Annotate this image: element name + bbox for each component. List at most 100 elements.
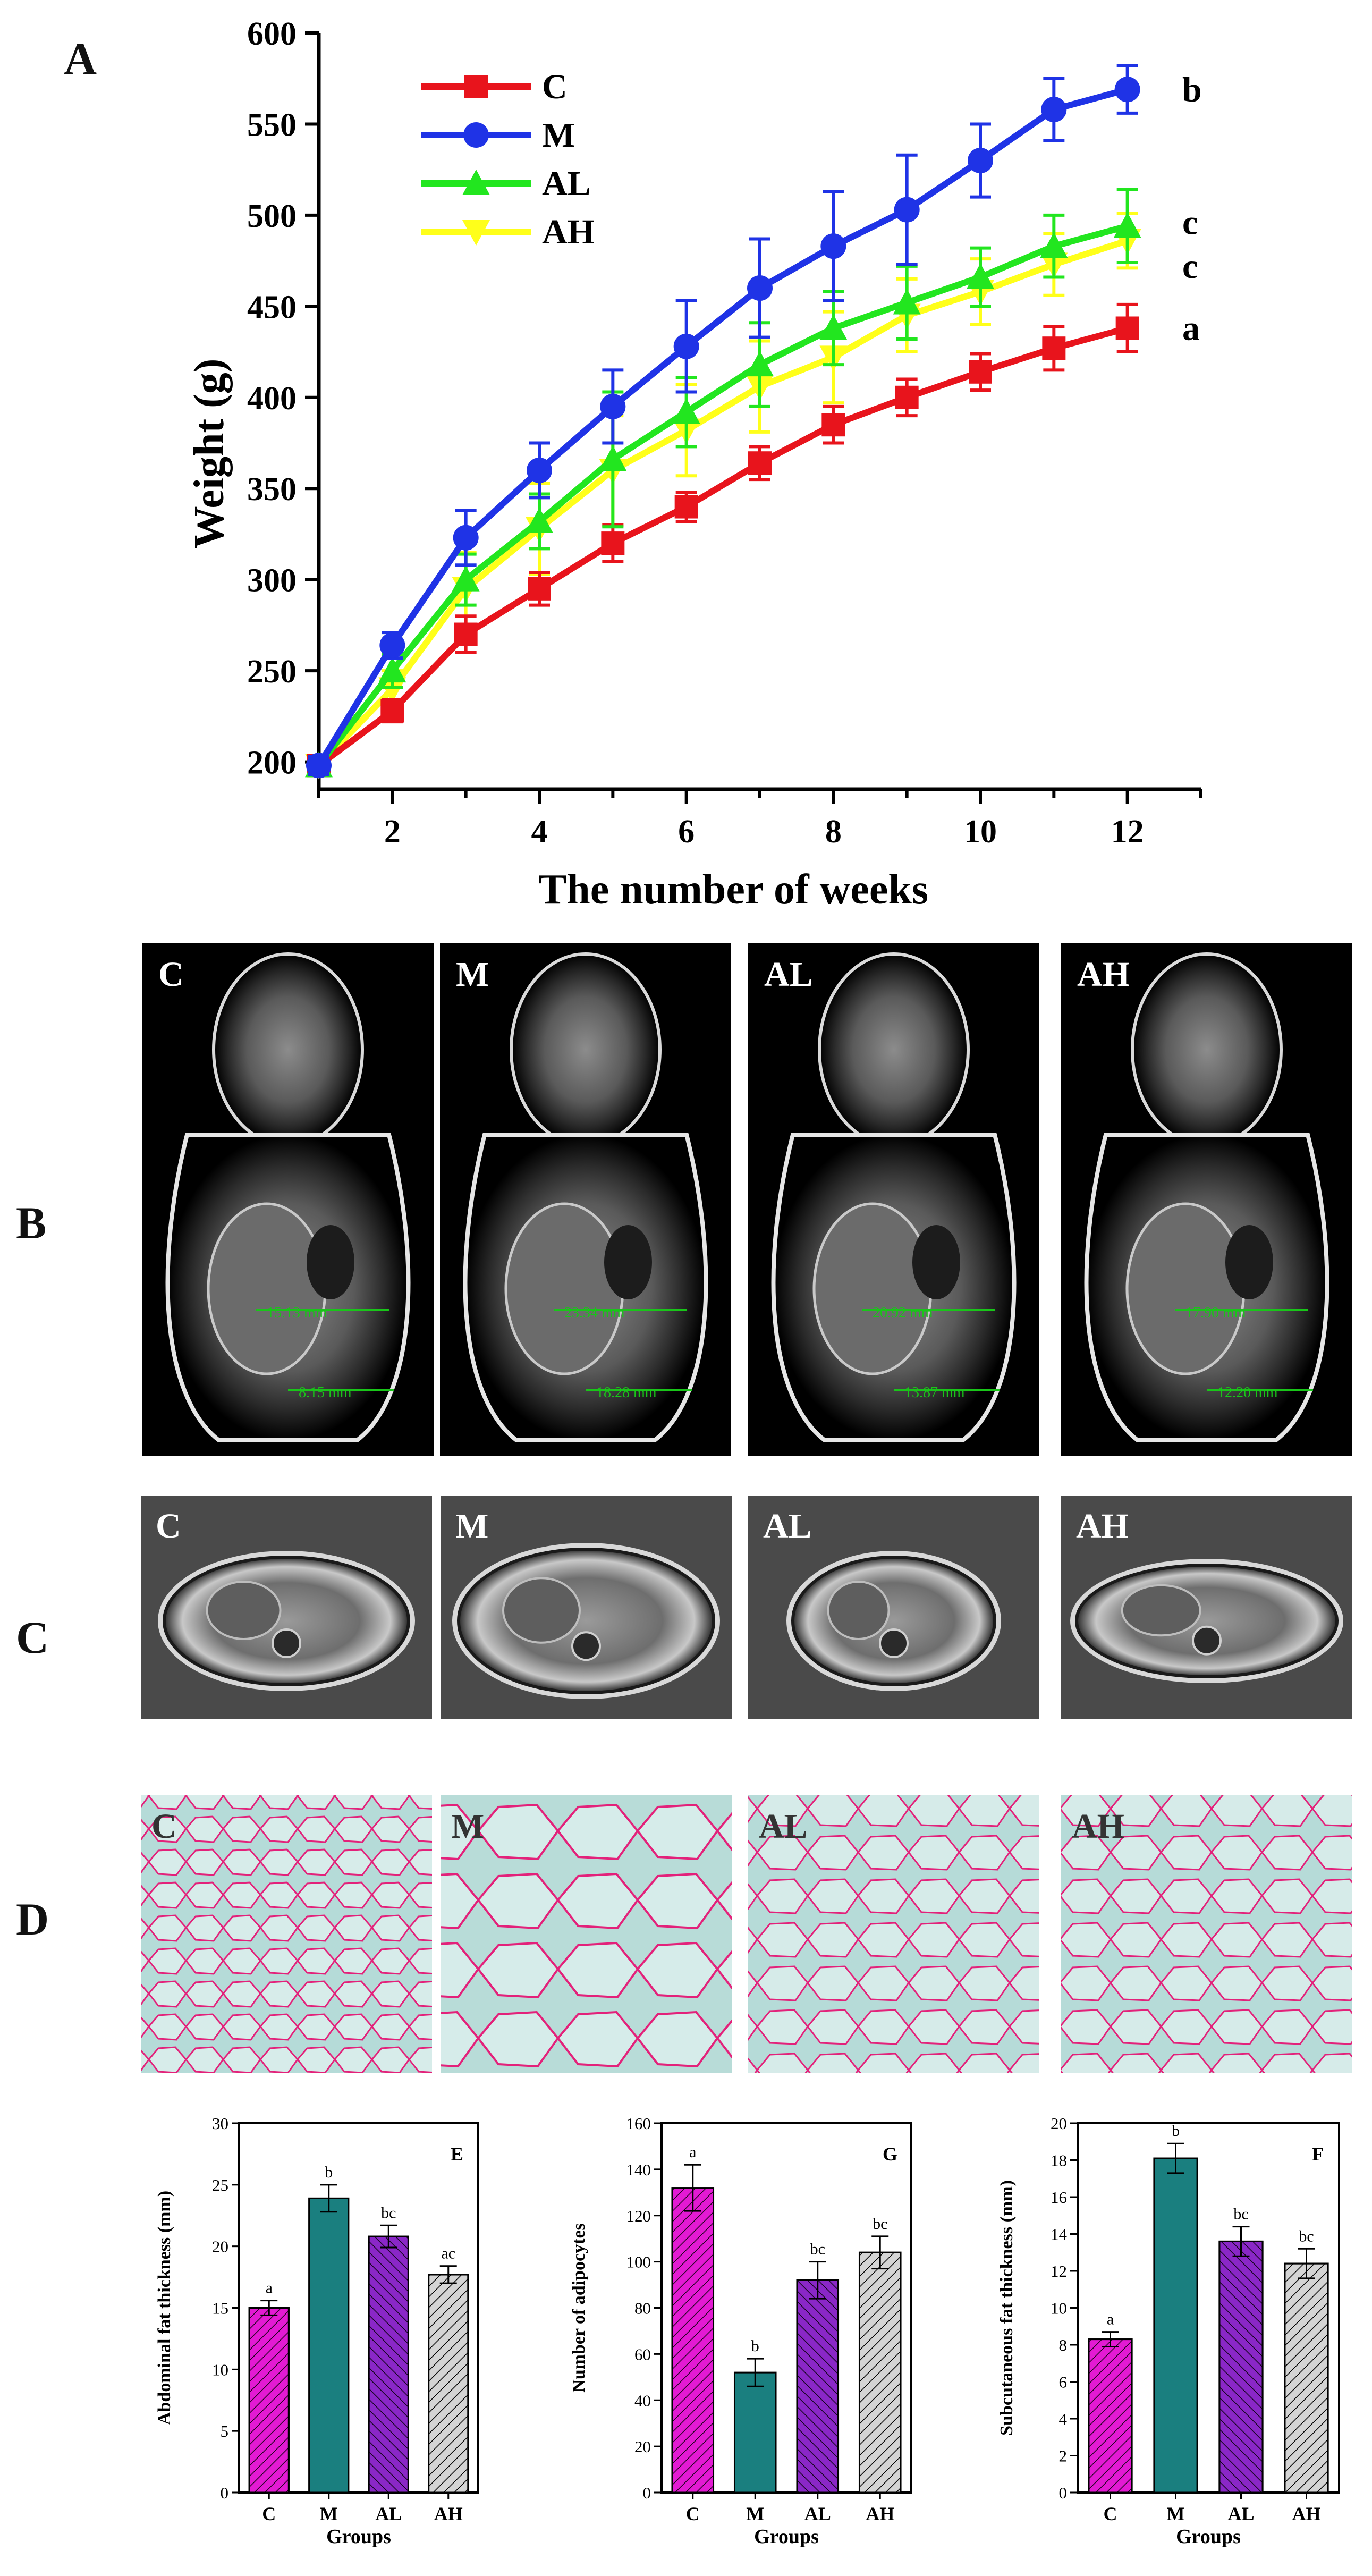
y-tick-label: 500	[247, 198, 297, 234]
mri-kidney	[307, 1225, 354, 1299]
data-point	[967, 263, 994, 289]
subcutaneous-fat-bar-chart: 02468101214161820aCbMbcALbcAHFGroupsSubc…	[997, 2114, 1340, 2548]
y-tick-label: 450	[247, 289, 297, 325]
bar-group: bM	[733, 2337, 777, 2524]
series-m	[306, 64, 1140, 779]
mri-axial-body	[457, 1548, 715, 1694]
data-point	[820, 233, 846, 259]
legend-marker	[463, 122, 489, 148]
series-c	[307, 302, 1139, 778]
panel-label: F	[1312, 2143, 1324, 2165]
y-tick-label: 60	[634, 2345, 651, 2363]
sig-label: b	[751, 2337, 759, 2355]
x-tick-label: AH	[434, 2503, 463, 2524]
measurement-text: 17.90 mm	[1185, 1305, 1246, 1321]
data-point	[379, 632, 405, 658]
y-tick-label: 4	[1059, 2410, 1068, 2428]
data-point	[748, 451, 772, 475]
histology-image: M	[441, 1795, 732, 2073]
y-axis-title: Number of adipocytes	[569, 2223, 589, 2393]
histology-panel: C M AL AH	[141, 1795, 1352, 2073]
y-tick-label: 350	[247, 471, 297, 508]
x-tick-label: 2	[384, 814, 401, 850]
data-point	[453, 525, 479, 551]
bar-group: bc AL	[368, 2204, 409, 2524]
panel-label: E	[451, 2143, 463, 2165]
data-point	[1042, 336, 1066, 360]
data-point	[821, 413, 845, 437]
x-tick-label: AH	[866, 2503, 894, 2524]
mri-intestine	[502, 1577, 581, 1644]
legend-label: AH	[542, 213, 595, 251]
bar-hatch	[1284, 2262, 1329, 2494]
x-tick-label: 4	[531, 814, 548, 850]
panel-letter-b: B	[16, 1197, 46, 1248]
bar-hatch	[671, 2187, 715, 2494]
y-tick-label: 140	[626, 2160, 651, 2179]
bar	[308, 2197, 350, 2494]
data-point	[894, 197, 920, 223]
measurement-text: 20.92 mm	[873, 1305, 933, 1321]
bar-group: bc AH	[858, 2215, 902, 2524]
sig-label-c: a	[1182, 309, 1200, 348]
y-tick-label: 12	[1051, 2262, 1067, 2281]
x-tick-label: 6	[678, 814, 695, 850]
legend-marker	[462, 170, 490, 195]
mri-abdomen	[504, 1202, 624, 1375]
data-point	[893, 289, 921, 315]
measurement-text: 13.87 mm	[904, 1384, 965, 1401]
sig-label-m: b	[1182, 70, 1202, 109]
mri-axial-image: M	[441, 1496, 732, 1719]
y-tick-label: 160	[626, 2114, 651, 2133]
x-tick-label: M	[746, 2503, 764, 2524]
mri-axial-image: AH	[1061, 1496, 1352, 1719]
data-point	[600, 393, 626, 419]
mri-axial-body	[163, 1556, 410, 1686]
x-tick-label: C	[1104, 2503, 1117, 2524]
sig-label: bc	[810, 2241, 825, 2258]
data-point	[601, 531, 625, 555]
bar-group: aC	[671, 2143, 715, 2524]
y-tick-label: 5	[221, 2422, 229, 2440]
y-tick-label: 2	[1059, 2447, 1068, 2465]
data-point	[526, 507, 553, 533]
y-tick-label: 10	[1051, 2299, 1067, 2318]
y-tick-label: 300	[247, 563, 297, 599]
x-tick-label: AL	[1227, 2503, 1254, 2524]
data-point	[1115, 316, 1139, 340]
mri-spine	[272, 1628, 301, 1658]
data-point	[378, 657, 406, 683]
data-point	[527, 457, 552, 483]
mri-kidney	[604, 1225, 652, 1299]
y-axis-title: Weight (g)	[186, 359, 233, 549]
panel-letter-c: C	[16, 1612, 49, 1663]
legend-label: C	[542, 67, 568, 106]
panel-letter-d: D	[16, 1894, 49, 1945]
data-point	[968, 148, 993, 174]
histology-tissue	[748, 1795, 1039, 2073]
y-tick-label: 6	[1059, 2373, 1068, 2392]
abdominal-fat-bar-chart: 051015202530aCbMbcALacAHEGroupsAbdominal…	[155, 2114, 479, 2548]
mri-head	[818, 952, 970, 1147]
series-line	[317, 325, 1129, 768]
bar-hatch	[1088, 2338, 1133, 2494]
mri-head	[1131, 952, 1283, 1147]
mri-abdomen	[207, 1202, 327, 1375]
bar-hatch	[248, 2307, 290, 2494]
mri-abdomen	[1125, 1202, 1246, 1375]
x-tick-label: C	[262, 2503, 276, 2524]
mri-group-label: AL	[764, 955, 813, 994]
y-tick-label: 0	[1059, 2484, 1068, 2502]
data-point	[1114, 77, 1140, 103]
data-point	[672, 398, 700, 424]
bar-group: bc AH	[1284, 2227, 1329, 2524]
y-tick-label: 550	[247, 107, 297, 143]
data-point	[969, 360, 992, 384]
mri-coronal-image: 15.13 mm 8.15 mm C	[142, 943, 434, 1456]
sig-label: b	[325, 2164, 333, 2181]
y-tick-label: 0	[221, 2484, 229, 2502]
sig-label: bc	[873, 2215, 887, 2233]
bar-group: bM	[1153, 2122, 1198, 2524]
y-tick-label: 120	[626, 2207, 651, 2225]
